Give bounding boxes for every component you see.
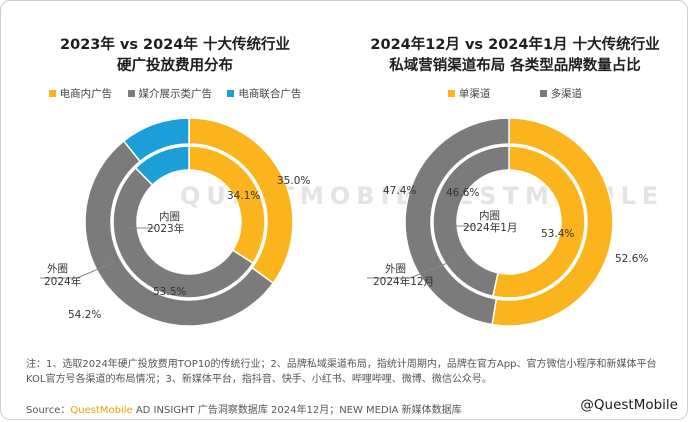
source-rest: AD INSIGHT 广告洞察数据库 2024年12月；NEW MEDIA 新媒… — [132, 405, 462, 416]
left-panel: 2023年 vs 2024年 十大传统行业 硬广投放费用分布 电商内广告 媒介展… — [5, 0, 433, 350]
source-brand: QuestMobile — [70, 405, 133, 416]
outer-slice-2 — [404, 117, 510, 326]
right-title-line2: 私域营销渠道布局 各类型品牌数量占比 — [389, 58, 641, 74]
questmobile-watermark: @QuestMobile — [578, 397, 680, 413]
data-label-inner-yellow: 53.4% — [541, 228, 574, 240]
legend-item-single-channel: 单渠道 — [447, 86, 491, 101]
inner-slice-2 — [112, 166, 254, 299]
source-prefix: Source： — [26, 405, 71, 416]
source-line: Source：QuestMobile AD INSIGHT 广告洞察数据库 20… — [26, 401, 462, 416]
data-label-outer-gray: 47.4% — [383, 185, 416, 197]
outer-ring-label: 外圈 — [385, 263, 406, 275]
background-watermark: QUESTMOBILE — [180, 182, 440, 210]
outer-ring-leader-line — [40, 261, 116, 279]
legend-swatch-yellow — [447, 89, 455, 97]
outer-slice-3 — [122, 117, 190, 163]
legend-label: 媒介展示类广告 — [138, 88, 213, 100]
inner-ring-label: 内圈 — [479, 209, 500, 222]
left-legend: 电商内广告 媒介展示类广告 电商联合广告 — [5, 86, 345, 101]
outer-ring-year: 2024年 — [44, 275, 81, 288]
data-label-outer-gray: 54.2% — [68, 309, 101, 321]
legend-item-ecommerce-joint-ads: 电商联合广告 — [227, 86, 301, 101]
right-panel: 2024年12月 vs 2024年1月 十大传统行业 私域营销渠道布局 各类型品… — [345, 0, 685, 350]
inner-ring-label: 内圈 — [159, 210, 180, 223]
legend-item-ecommerce-ads: 电商内广告 — [48, 86, 113, 101]
left-title-line1: 2023年 vs 2024年 十大传统行业 — [60, 37, 290, 53]
legend-swatch-gray — [539, 89, 547, 97]
data-label-inner-gray: 53.5% — [153, 286, 186, 298]
right-legend: 单渠道 多渠道 — [345, 86, 685, 101]
outer-slice-2 — [84, 139, 275, 327]
inner-slice-3 — [134, 145, 190, 187]
legend-item-multi-channel: 多渠道 — [539, 86, 583, 101]
legend-swatch-yellow — [48, 89, 56, 97]
legend-swatch-blue — [227, 89, 235, 97]
footnote: 注：1、选取2024年硬广投放费用TOP10的传统行业；2、品牌私域渠道布局，指… — [26, 359, 657, 385]
legend-item-media-display-ads: 媒介展示类广告 — [127, 86, 213, 101]
legend-label: 电商内广告 — [59, 88, 113, 100]
legend-label: 单渠道 — [458, 88, 491, 100]
left-title-line2: 硬广投放费用分布 — [117, 58, 233, 74]
outer-ring-year: 2024年12月 — [373, 275, 434, 288]
data-label-inner-yellow: 34.1% — [227, 190, 260, 202]
right-title-line1: 2024年12月 vs 2024年1月 十大传统行业 — [370, 37, 660, 53]
legend-label: 电商联合广告 — [238, 88, 302, 100]
inner-slice-2 — [432, 145, 510, 298]
data-label-inner-gray: 46.6% — [446, 187, 479, 199]
outer-ring-label: 外圈 — [47, 263, 68, 275]
legend-label: 多渠道 — [550, 88, 583, 100]
legend-swatch-gray — [127, 89, 135, 97]
inner-ring-year: 2023年 — [147, 222, 184, 235]
inner-ring-year: 2024年1月 — [463, 221, 517, 234]
outer-ring-leader-line — [367, 261, 451, 279]
inner-slice-1 — [491, 145, 586, 299]
data-label-outer-yellow: 35.0% — [277, 175, 310, 187]
data-label-outer-yellow: 52.6% — [615, 253, 648, 265]
outer-slice-1 — [491, 117, 614, 327]
